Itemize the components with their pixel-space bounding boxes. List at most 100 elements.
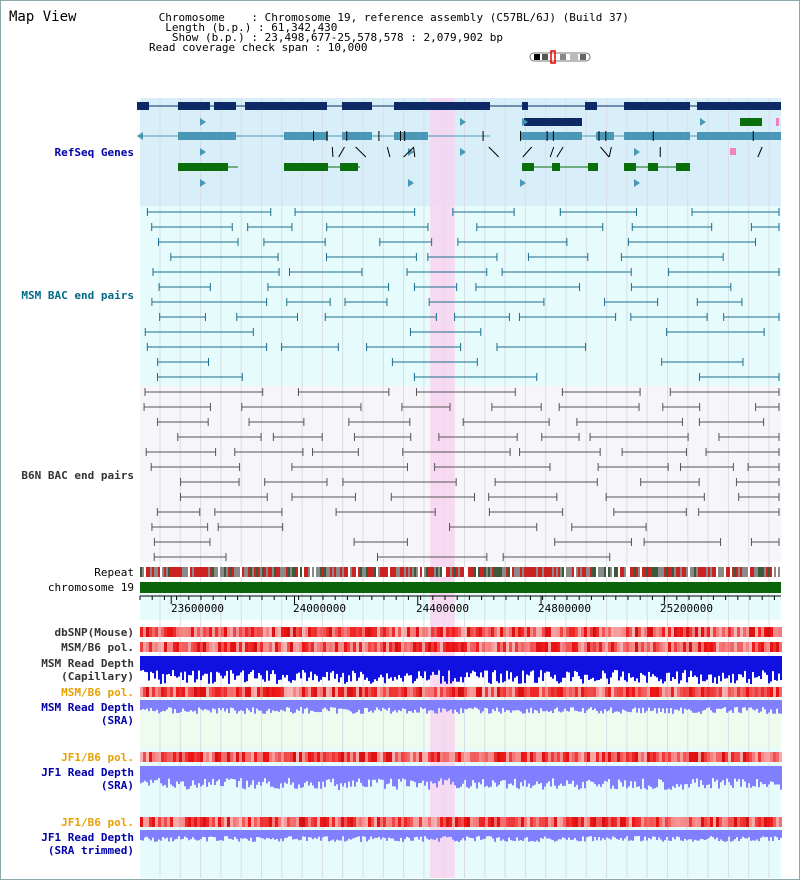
track-label-msm-b6-pol-1[interactable]: MSM/B6 pol. bbox=[61, 641, 134, 654]
ideogram-band bbox=[580, 54, 586, 60]
repeat-block bbox=[336, 567, 338, 577]
msm-sra-depth-bar bbox=[732, 700, 734, 713]
msm-pol-heat bbox=[296, 642, 299, 652]
msm-capillary-depth-bar bbox=[460, 656, 462, 677]
jf1-pol-trim-heat bbox=[272, 817, 275, 827]
dbsnp-heat bbox=[506, 627, 509, 637]
track-label-jf1-depth-sra[interactable]: JF1 Read Depth bbox=[41, 766, 134, 779]
msm-pol-heat bbox=[704, 642, 707, 652]
msm-pol-sra-heat bbox=[677, 687, 680, 697]
msm-sra-depth-bar bbox=[680, 700, 682, 708]
track-label-msm-depth-capillary[interactable]: MSM Read Depth bbox=[41, 657, 134, 670]
jf1-trimmed-depth-bar bbox=[682, 830, 684, 842]
msm-capillary-depth-bar bbox=[544, 656, 546, 673]
jf1-sra-depth-bar bbox=[196, 766, 198, 788]
msm-pol-sra-heat bbox=[476, 687, 479, 697]
jf1-trimmed-depth-bar bbox=[424, 830, 426, 837]
track-label-jf1-b6-pol-2[interactable]: JF1/B6 pol. bbox=[61, 816, 134, 829]
dbsnp-heat bbox=[344, 627, 347, 637]
repeat-block bbox=[414, 567, 416, 577]
dbsnp-heat bbox=[284, 627, 287, 637]
msm-capillary-depth-bar bbox=[172, 656, 174, 671]
jf1-sra-depth-bar bbox=[482, 766, 484, 780]
jf1-trimmed-depth-bar bbox=[472, 830, 474, 839]
repeat-block bbox=[574, 567, 576, 577]
track-label-msm-b6-pol-2[interactable]: MSM/B6 pol. bbox=[61, 686, 134, 699]
jf1-pol-heat bbox=[275, 752, 278, 762]
track-label-jf1-depth-trimmed[interactable]: JF1 Read Depth bbox=[41, 831, 134, 844]
jf1-trimmed-depth-bar bbox=[548, 830, 550, 839]
msm-sra-depth-bar bbox=[252, 700, 254, 708]
repeat-block bbox=[494, 567, 496, 577]
track-label-jf1-b6-pol-1[interactable]: JF1/B6 pol. bbox=[61, 751, 134, 764]
track-label-refseq[interactable]: RefSeq Genes bbox=[54, 146, 134, 159]
jf1-sra-depth-bar bbox=[304, 766, 306, 783]
jf1-trimmed-depth-bar bbox=[502, 830, 504, 840]
msm-pol-heat bbox=[254, 642, 257, 652]
dbsnp-heat bbox=[731, 627, 734, 637]
jf1-trimmed-depth-bar bbox=[468, 830, 470, 838]
msm-capillary-depth-bar bbox=[548, 656, 550, 672]
track-label-b6n-bac[interactable]: B6N BAC end pairs bbox=[21, 469, 134, 482]
msm-sra-depth-bar bbox=[274, 700, 276, 712]
jf1-pol-trim-heat bbox=[233, 817, 236, 827]
jf1-pol-heat bbox=[191, 752, 194, 762]
right-margin bbox=[781, 98, 797, 878]
msm-pol-sra-heat bbox=[161, 687, 164, 697]
msm-pol-sra-heat bbox=[653, 687, 656, 697]
msm-sra-depth-bar bbox=[356, 700, 358, 713]
jf1-trimmed-depth-bar bbox=[516, 830, 518, 838]
jf1-trimmed-depth-bar bbox=[364, 830, 366, 837]
msm-pol-heat bbox=[449, 642, 452, 652]
page-title: Map View bbox=[9, 9, 77, 25]
repeat-block bbox=[742, 567, 744, 577]
msm-sra-depth-bar bbox=[678, 700, 680, 711]
jf1-pol-trim-heat bbox=[185, 817, 188, 827]
msm-capillary-depth-bar bbox=[574, 656, 576, 671]
msm-pol-sra-heat bbox=[731, 687, 734, 697]
jf1-sra-depth-bar bbox=[278, 766, 280, 789]
msm-capillary-depth-bar bbox=[144, 656, 146, 672]
jf1-trimmed-depth-bar bbox=[162, 830, 164, 837]
msm-pol-sra-heat bbox=[158, 687, 161, 697]
msm-capillary-depth-bar bbox=[206, 656, 208, 674]
msm-sra-depth-bar bbox=[230, 700, 232, 708]
jf1-trimmed-depth-bar bbox=[726, 830, 728, 842]
jf1-sra-depth-bar bbox=[400, 766, 402, 782]
jf1-trimmed-depth-bar bbox=[708, 830, 710, 838]
dbsnp-heat bbox=[470, 627, 473, 637]
jf1-sra-depth-bar bbox=[310, 766, 312, 783]
dbsnp-heat bbox=[452, 627, 455, 637]
jf1-trimmed-depth-bar bbox=[274, 830, 276, 840]
msm-capillary-depth-bar bbox=[704, 656, 706, 682]
msm-sra-depth-bar bbox=[238, 700, 240, 712]
msm-sra-depth-bar bbox=[544, 700, 546, 712]
jf1-trimmed-depth-bar bbox=[500, 830, 502, 841]
jf1-sra-depth-bar bbox=[284, 766, 286, 783]
repeat-block bbox=[702, 567, 704, 577]
msm-pol-sra-heat bbox=[230, 687, 233, 697]
msm-pol-sra-heat bbox=[206, 687, 209, 697]
track-label-dbsnp[interactable]: dbSNP(Mouse) bbox=[54, 626, 134, 639]
msm-pol-sra-heat bbox=[530, 687, 533, 697]
jf1-sra-depth-bar bbox=[238, 766, 240, 782]
dbsnp-heat bbox=[401, 627, 404, 637]
track-label-msm-depth-sra[interactable]: MSM Read Depth bbox=[41, 701, 134, 714]
msm-sra-depth-bar bbox=[450, 700, 452, 710]
track-label-msm-bac[interactable]: MSM BAC end pairs bbox=[21, 289, 134, 302]
msm-pol-sra-heat bbox=[455, 687, 458, 697]
msm-pol-heat bbox=[299, 642, 302, 652]
repeat-block bbox=[464, 567, 466, 577]
jf1-trimmed-depth-bar bbox=[602, 830, 604, 839]
msm-pol-sra-heat bbox=[773, 687, 776, 697]
jf1-pol-heat bbox=[485, 752, 488, 762]
repeat-block bbox=[672, 567, 674, 577]
jf1-sra-depth-bar bbox=[630, 766, 632, 782]
msm-sra-depth-bar bbox=[342, 700, 344, 710]
dbsnp-heat bbox=[617, 627, 620, 637]
repeat-block bbox=[328, 567, 330, 577]
jf1-pol-trim-heat bbox=[242, 817, 245, 827]
msm-capillary-depth-bar bbox=[772, 656, 774, 672]
jf1-sra-depth-bar bbox=[180, 766, 182, 782]
